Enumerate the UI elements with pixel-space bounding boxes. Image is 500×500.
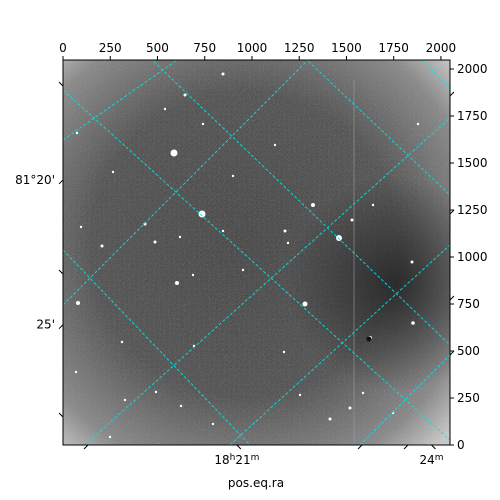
grid-line [359, 354, 450, 445]
star [178, 235, 182, 239]
star [183, 93, 187, 97]
right-tick-label: 500 [457, 344, 480, 358]
top-tick-label: 750 [193, 41, 216, 55]
right-tick-label: 2000 [457, 62, 488, 76]
star [111, 170, 115, 174]
star [154, 390, 158, 394]
star [74, 370, 78, 374]
sky-image [63, 60, 450, 445]
star [283, 229, 287, 233]
grid-line [63, 60, 179, 141]
star [371, 203, 375, 207]
star [100, 244, 104, 248]
star [273, 143, 277, 147]
star [76, 301, 80, 305]
right-tick-label: 750 [457, 297, 480, 311]
dark-blemish [366, 336, 372, 342]
left-minor-tick [58, 412, 64, 418]
left-tick-mark [58, 179, 64, 185]
right-tick-label: 0 [457, 438, 465, 452]
star [416, 122, 420, 126]
bottom-tick-mark [431, 444, 436, 450]
star [221, 229, 225, 233]
top-tick-label: 1500 [331, 41, 362, 55]
top-tick-label: 1000 [237, 41, 268, 55]
star [163, 107, 167, 111]
star [286, 241, 290, 245]
star [282, 350, 286, 354]
top-tick-label: 500 [146, 41, 169, 55]
star [221, 72, 225, 76]
top-tick-label: 0 [59, 41, 67, 55]
bottom-tick-mark [236, 444, 242, 450]
top-tick-label: 2000 [426, 41, 457, 55]
star [336, 235, 342, 241]
right-tick-label: 250 [457, 391, 480, 405]
star [410, 260, 414, 264]
star [211, 422, 215, 426]
right-tick-label: 1500 [457, 156, 488, 170]
bottom-ra-axis: 18h21m 24m [83, 444, 444, 467]
image-frame [62, 59, 451, 446]
left-minor-tick [58, 269, 64, 275]
top-pixel-axis: 0 250 500 750 1000 1250 1500 1750 2000 [59, 41, 456, 60]
star [361, 391, 365, 395]
right-tick-label: 1750 [457, 109, 488, 123]
top-tick-label: 1250 [284, 41, 315, 55]
star [411, 321, 415, 325]
star [311, 203, 315, 207]
left-minor-tick [58, 81, 64, 87]
x-axis-label: pos.eq.ra [228, 476, 284, 490]
star [153, 240, 157, 244]
grid-line [306, 60, 450, 196]
star [175, 281, 179, 285]
right-tick-label: 1000 [457, 250, 488, 264]
star [120, 340, 124, 344]
bottom-minor-tick [403, 444, 409, 450]
star [170, 149, 178, 157]
star [123, 398, 127, 402]
grid-line [84, 117, 450, 445]
grid-line [63, 249, 251, 445]
star [350, 218, 354, 222]
star [179, 404, 183, 408]
star [79, 225, 83, 229]
top-tick-label: 1750 [378, 41, 409, 55]
bottom-tick-label: 18h21m [214, 453, 259, 467]
star [328, 417, 332, 421]
right-minor-tick [449, 350, 455, 356]
bottom-tick-label: 24m [419, 453, 443, 467]
star [241, 268, 245, 272]
right-minor-tick [449, 91, 455, 97]
star [348, 406, 352, 410]
star [302, 301, 308, 307]
grid-line [229, 244, 450, 445]
star [75, 131, 79, 135]
right-minor-tick [449, 209, 455, 215]
left-tick-label: 81°20' [15, 173, 55, 187]
grid-line [421, 60, 450, 89]
right-tick-label: 1250 [457, 203, 488, 217]
star [231, 174, 235, 178]
left-dec-axis: 81°20' 25' [15, 81, 64, 418]
right-minor-tick [449, 295, 455, 301]
bottom-minor-tick [83, 444, 89, 450]
star [198, 210, 206, 218]
star [201, 122, 205, 126]
star [108, 435, 112, 439]
star [191, 273, 195, 277]
left-tick-label: 25' [36, 318, 55, 332]
left-tick-mark [58, 324, 64, 330]
right-pixel-axis: 0 250 500 750 1000 1250 1500 1750 2000 [449, 62, 488, 452]
top-tick-label: 250 [99, 41, 122, 55]
grid-line [63, 89, 450, 441]
bottom-minor-tick [357, 444, 363, 450]
coordinate-grid [63, 60, 450, 445]
star [298, 393, 302, 397]
grid-line [63, 60, 309, 306]
grid-line [151, 60, 450, 346]
